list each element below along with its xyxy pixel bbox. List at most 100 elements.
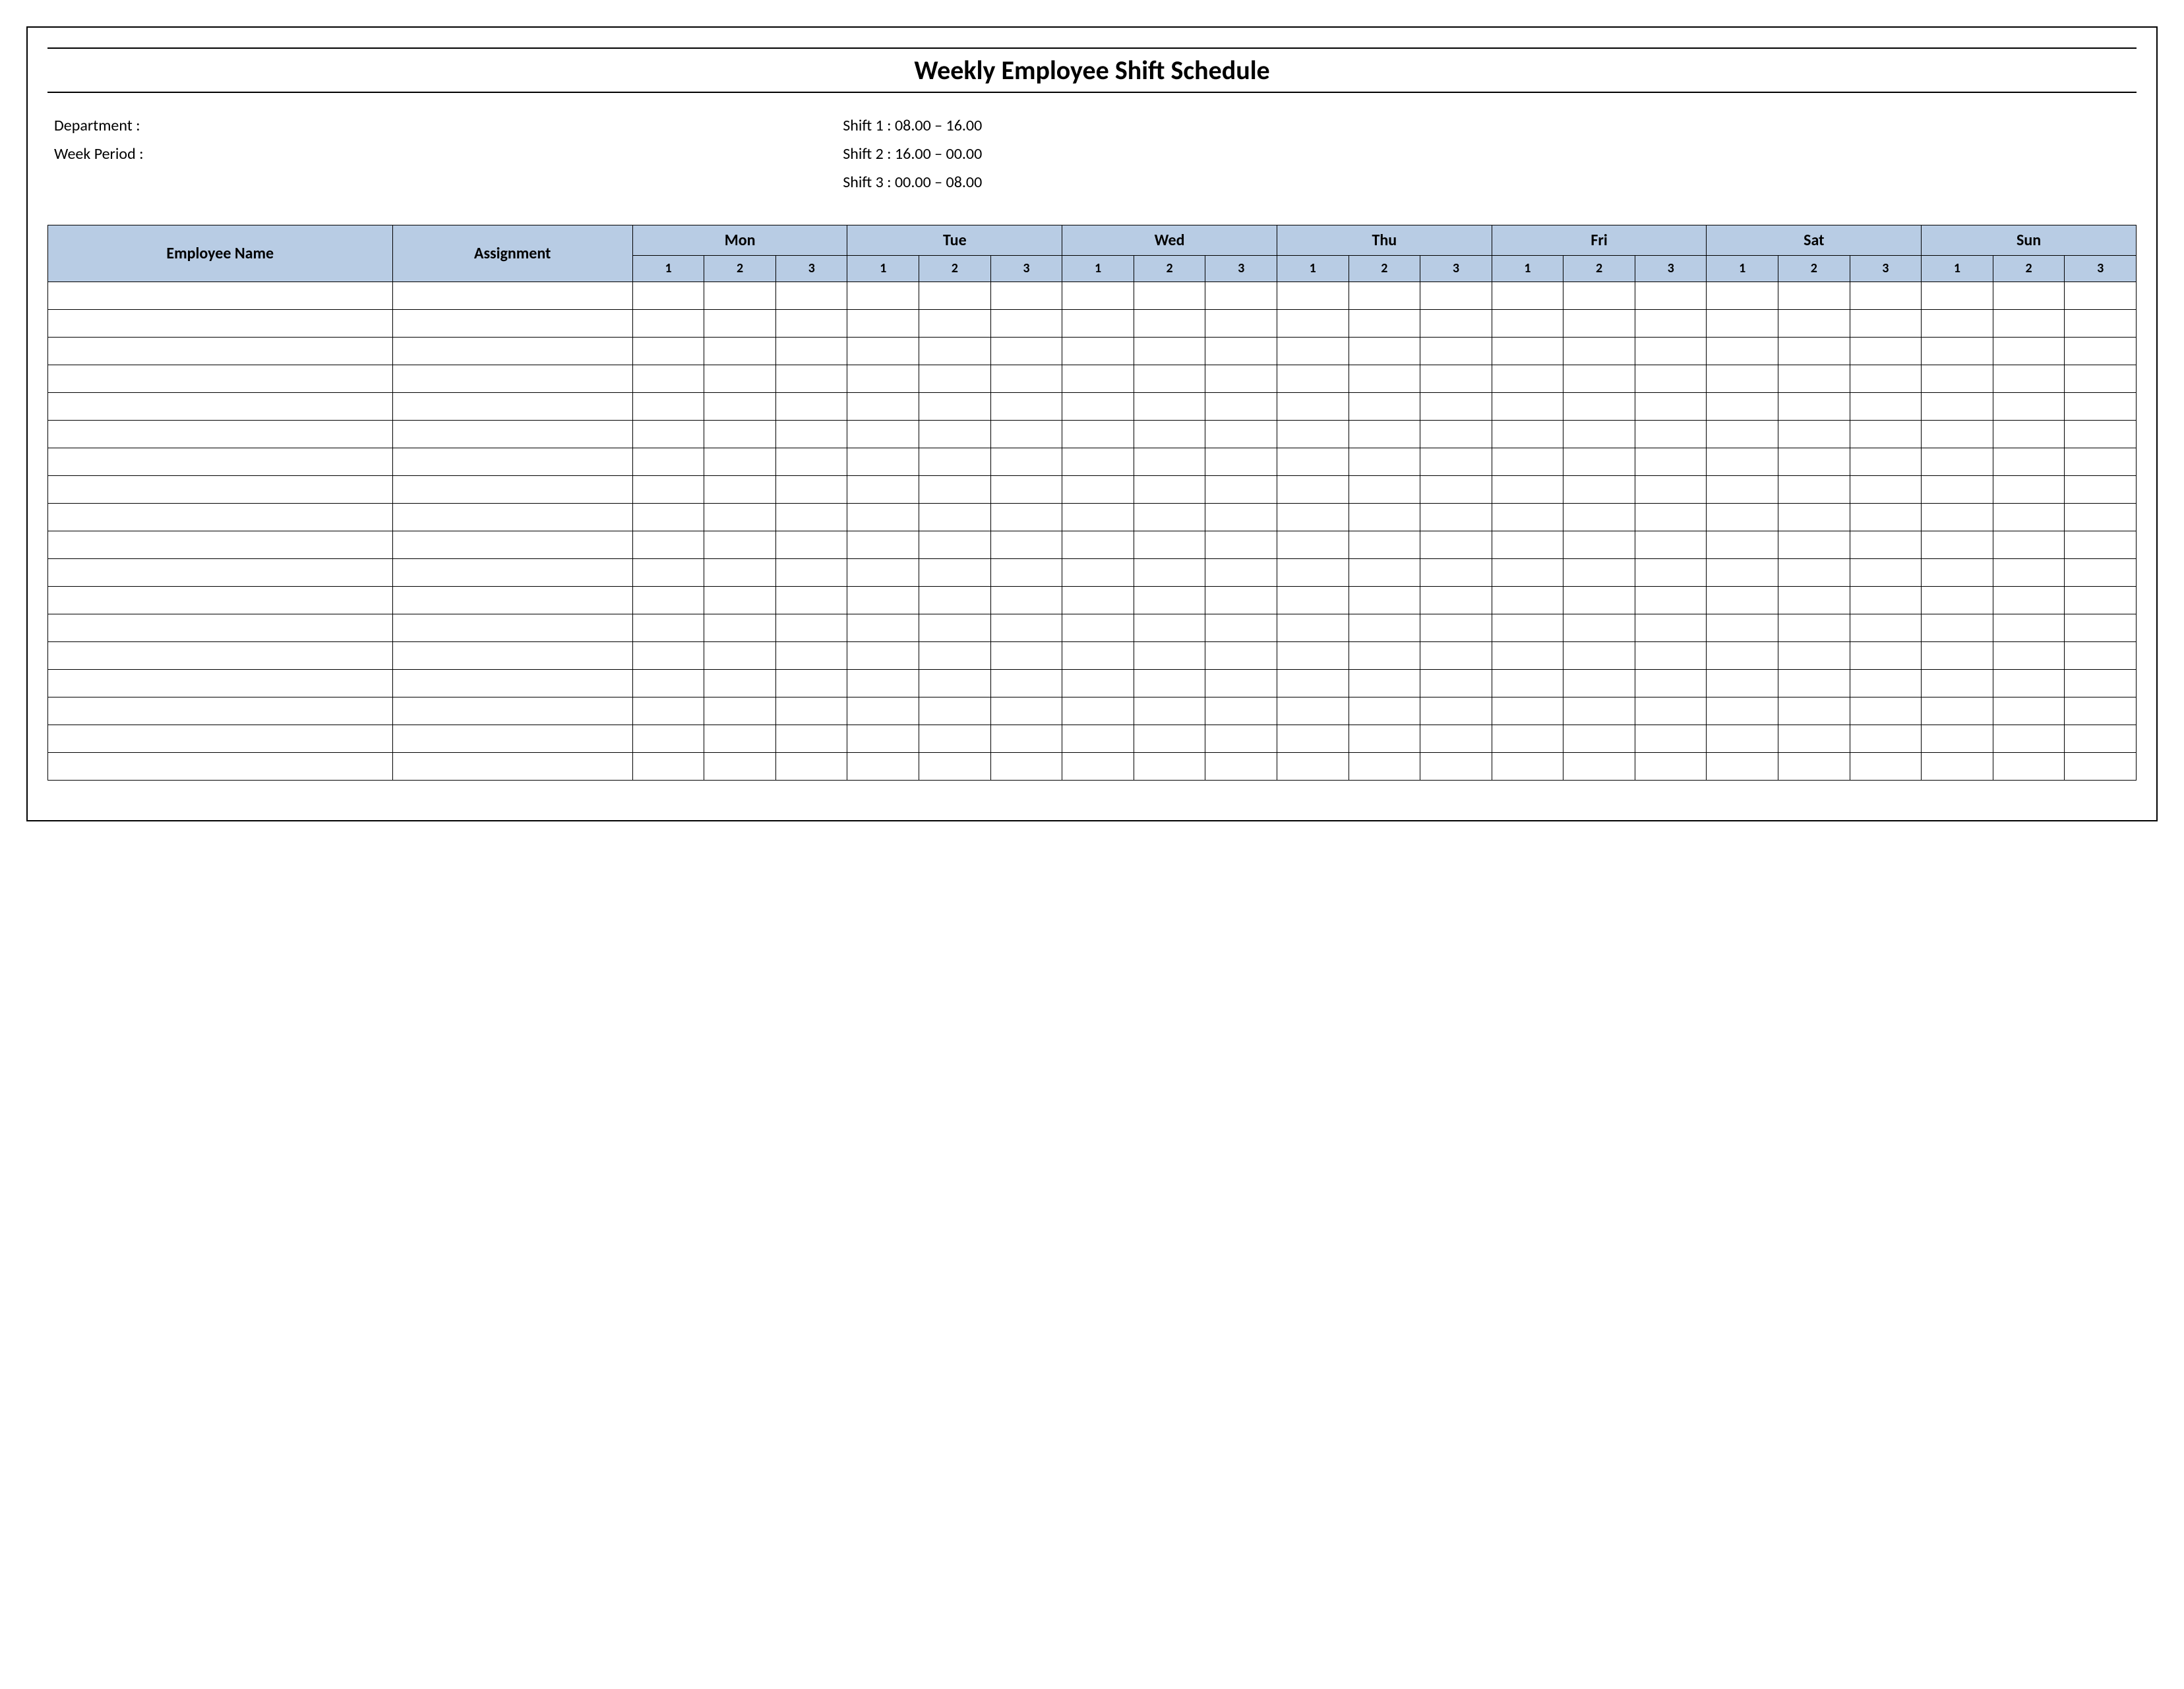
cell-shift	[1707, 531, 1778, 558]
cell-shift	[919, 531, 991, 558]
cell-shift	[919, 503, 991, 531]
header-day: Sat	[1707, 225, 1922, 255]
cell-shift	[1635, 282, 1707, 309]
cell-employee-name	[48, 392, 393, 420]
cell-shift	[632, 392, 704, 420]
cell-shift	[1707, 309, 1778, 337]
cell-shift	[632, 531, 704, 558]
cell-shift	[990, 282, 1062, 309]
header-shift: 2	[919, 255, 991, 282]
cell-shift	[1707, 282, 1778, 309]
cell-shift	[704, 392, 776, 420]
cell-shift	[632, 641, 704, 669]
info-left-column: Department : Week Period :	[54, 111, 843, 197]
header-shift: 2	[1563, 255, 1635, 282]
cell-employee-name	[48, 503, 393, 531]
cell-shift	[1922, 697, 1993, 725]
table-row	[48, 669, 2137, 697]
cell-shift	[1349, 392, 1420, 420]
schedule-table: Employee Name Assignment Mon Tue Wed Thu…	[47, 225, 2137, 781]
cell-shift	[919, 558, 991, 586]
cell-shift	[1850, 309, 1922, 337]
cell-shift	[632, 558, 704, 586]
header-shift: 2	[1134, 255, 1205, 282]
title-bar: Weekly Employee Shift Schedule	[47, 47, 2137, 93]
cell-shift	[1134, 420, 1205, 448]
cell-shift	[1205, 697, 1277, 725]
cell-shift	[1420, 282, 1492, 309]
cell-shift	[1205, 641, 1277, 669]
cell-shift	[1850, 669, 1922, 697]
cell-shift	[1062, 503, 1134, 531]
cell-shift	[1205, 614, 1277, 641]
cell-shift	[1635, 614, 1707, 641]
header-shift: 2	[1778, 255, 1850, 282]
cell-shift	[1922, 669, 1993, 697]
table-row	[48, 725, 2137, 752]
shift1-text: Shift 1 : 08.00 – 16.00	[843, 111, 2130, 140]
cell-shift	[1062, 282, 1134, 309]
cell-shift	[1420, 392, 1492, 420]
cell-employee-name	[48, 697, 393, 725]
cell-shift	[2065, 752, 2137, 780]
cell-shift	[847, 475, 919, 503]
cell-shift	[1134, 697, 1205, 725]
cell-shift	[1205, 282, 1277, 309]
cell-assignment	[392, 558, 632, 586]
cell-shift	[1993, 725, 2065, 752]
cell-shift	[847, 309, 919, 337]
cell-shift	[1563, 614, 1635, 641]
cell-shift	[990, 614, 1062, 641]
header-shift: 3	[1420, 255, 1492, 282]
cell-shift	[1707, 697, 1778, 725]
header-assignment: Assignment	[392, 225, 632, 282]
cell-shift	[1205, 503, 1277, 531]
cell-shift	[775, 669, 847, 697]
cell-shift	[1850, 282, 1922, 309]
cell-shift	[1062, 558, 1134, 586]
cell-shift	[1563, 531, 1635, 558]
cell-shift	[1778, 752, 1850, 780]
cell-shift	[1205, 752, 1277, 780]
cell-shift	[1349, 475, 1420, 503]
cell-shift	[847, 752, 919, 780]
header-shift: 3	[1205, 255, 1277, 282]
cell-shift	[1707, 475, 1778, 503]
cell-shift	[1563, 641, 1635, 669]
cell-shift	[1778, 531, 1850, 558]
cell-shift	[1993, 586, 2065, 614]
cell-shift	[1922, 614, 1993, 641]
cell-shift	[1993, 420, 2065, 448]
cell-shift	[919, 365, 991, 392]
cell-shift	[1134, 337, 1205, 365]
cell-shift	[704, 586, 776, 614]
cell-shift	[1922, 586, 1993, 614]
cell-shift	[1349, 697, 1420, 725]
cell-shift	[919, 448, 991, 475]
cell-employee-name	[48, 641, 393, 669]
cell-shift	[1277, 282, 1349, 309]
page-container: Weekly Employee Shift Schedule Departmen…	[26, 26, 2158, 821]
week-period-label: Week Period :	[54, 140, 843, 168]
cell-shift	[1993, 641, 2065, 669]
cell-shift	[1062, 392, 1134, 420]
cell-assignment	[392, 337, 632, 365]
cell-shift	[847, 337, 919, 365]
cell-shift	[1492, 282, 1563, 309]
cell-shift	[1062, 475, 1134, 503]
cell-shift	[990, 309, 1062, 337]
cell-shift	[1492, 531, 1563, 558]
cell-shift	[775, 641, 847, 669]
cell-shift	[1205, 669, 1277, 697]
cell-shift	[1062, 641, 1134, 669]
cell-shift	[847, 641, 919, 669]
cell-shift	[2065, 669, 2137, 697]
shift3-text: Shift 3 : 00.00 – 08.00	[843, 168, 2130, 196]
cell-shift	[1635, 309, 1707, 337]
cell-shift	[1563, 282, 1635, 309]
cell-shift	[1134, 725, 1205, 752]
cell-shift	[1205, 558, 1277, 586]
header-shift: 3	[775, 255, 847, 282]
cell-shift	[919, 392, 991, 420]
cell-shift	[990, 365, 1062, 392]
